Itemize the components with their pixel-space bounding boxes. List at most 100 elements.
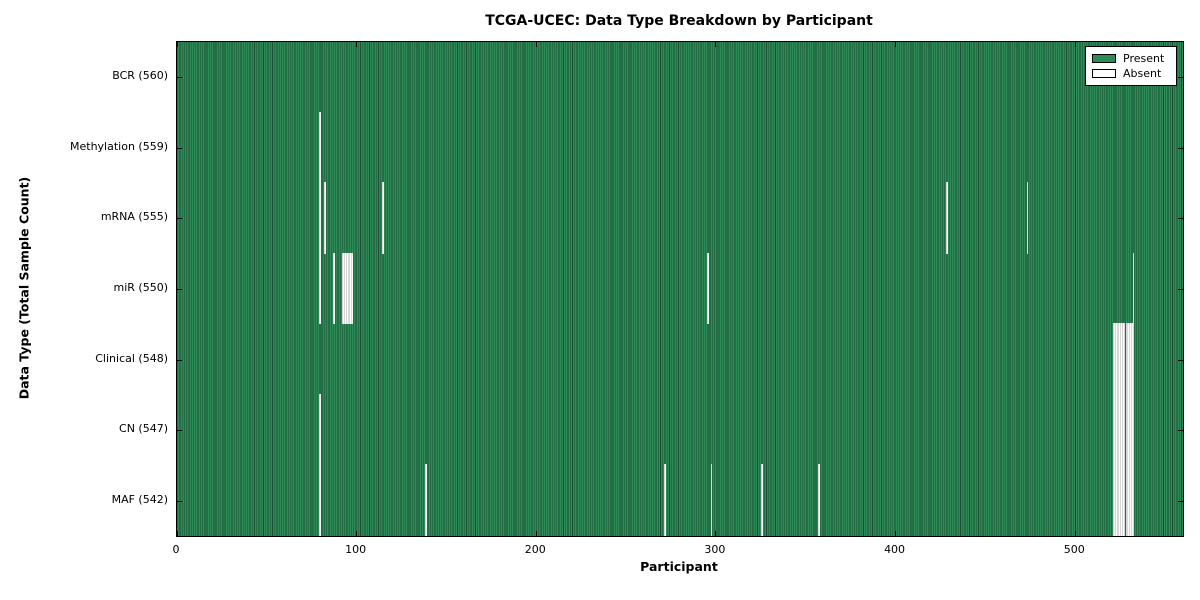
- x-tick-label: 200: [524, 543, 546, 556]
- absent-gap: [1132, 464, 1135, 537]
- absent-gap: [1125, 393, 1128, 466]
- absent-gap: [1116, 323, 1119, 395]
- absent-swatch-icon: [1092, 69, 1116, 79]
- absent-gap: [1121, 464, 1124, 537]
- absent-gap: [1132, 323, 1135, 395]
- y-tick-label: MAF (542): [111, 492, 168, 506]
- x-tick: [356, 531, 358, 536]
- x-tick: [1074, 42, 1076, 47]
- absent-gap: [1129, 323, 1131, 395]
- absent-gap: [351, 252, 354, 325]
- absent-gap: [1127, 464, 1130, 537]
- heatmap-row-clinical: [177, 323, 1183, 395]
- absent-gap: [760, 464, 763, 537]
- y-tick: [1178, 359, 1183, 361]
- absent-gap: [1112, 464, 1115, 537]
- absent-gap: [1114, 393, 1117, 466]
- y-tick: [1178, 147, 1183, 149]
- legend-entry-present: Present: [1092, 52, 1170, 65]
- absent-gap: [1121, 323, 1124, 395]
- y-tick: [177, 218, 182, 220]
- absent-gap: [324, 182, 327, 254]
- absent-gap: [1112, 323, 1115, 395]
- x-tick-label: 400: [884, 543, 906, 556]
- absent-gap: [1125, 464, 1128, 537]
- y-tick-label: CN (547): [119, 422, 168, 436]
- absent-gap: [1130, 464, 1133, 537]
- y-tick: [177, 359, 182, 361]
- absent-gap: [1132, 393, 1135, 466]
- absent-gap: [818, 464, 821, 537]
- heatmap-row-maf: [177, 464, 1183, 537]
- x-tick: [895, 531, 897, 536]
- heatmap-row-cn: [177, 393, 1183, 466]
- absent-gap: [1123, 393, 1126, 466]
- absent-gap: [1123, 323, 1126, 395]
- x-tick: [895, 42, 897, 47]
- absent-gap: [1114, 323, 1117, 395]
- heatmap-row-mir: [177, 252, 1183, 325]
- absent-gap: [1130, 323, 1133, 395]
- absent-gap: [663, 464, 666, 537]
- absent-gap: [1114, 464, 1117, 537]
- absent-gap: [381, 182, 384, 254]
- y-tick-label: Clinical (548): [95, 351, 168, 365]
- x-tick: [356, 42, 358, 47]
- heatmap-plot-area: [176, 41, 1184, 537]
- legend-label-absent: Absent: [1123, 67, 1162, 81]
- y-tick-label: miR (550): [113, 281, 169, 294]
- x-tick-label: 100: [345, 543, 367, 556]
- y-tick: [177, 500, 182, 502]
- y-tick: [1178, 77, 1183, 79]
- legend-box: Present Absent: [1085, 46, 1177, 86]
- x-tick-label: 500: [1063, 543, 1085, 556]
- legend-entry-absent: Absent: [1092, 67, 1170, 80]
- absent-gap: [1129, 464, 1131, 537]
- y-tick: [177, 289, 182, 290]
- absent-gap: [1129, 393, 1131, 466]
- y-tick: [177, 77, 182, 79]
- absent-gap: [345, 252, 348, 325]
- absent-gap: [1125, 323, 1128, 395]
- x-tick: [715, 42, 717, 47]
- x-tick: [535, 531, 537, 536]
- absent-gap: [1120, 464, 1122, 537]
- legend-label-present: Present: [1123, 51, 1165, 65]
- heatmap-row-methylation: [177, 111, 1183, 184]
- x-tick: [177, 531, 178, 536]
- chart-title: TCGA-UCEC: Data Type Breakdown by Partic…: [485, 13, 873, 29]
- absent-gap: [1026, 182, 1029, 254]
- absent-gap: [333, 252, 336, 325]
- absent-gap: [344, 252, 346, 325]
- x-tick: [715, 531, 717, 536]
- absent-gap: [1130, 393, 1133, 466]
- absent-gap: [347, 252, 350, 325]
- absent-gap: [1118, 323, 1121, 395]
- absent-gap: [342, 252, 345, 325]
- absent-gap: [1116, 393, 1119, 466]
- absent-gap: [1127, 393, 1130, 466]
- absent-gap: [318, 182, 321, 254]
- y-tick: [1178, 289, 1183, 290]
- y-tick: [1178, 218, 1183, 220]
- heatmap-row-bcr: [177, 42, 1183, 113]
- absent-gap: [706, 252, 709, 325]
- x-tick: [535, 42, 537, 47]
- absent-gap: [710, 464, 713, 537]
- absent-gap: [1120, 323, 1122, 395]
- absent-gap: [1120, 393, 1122, 466]
- y-tick: [1178, 430, 1183, 432]
- present-swatch-icon: [1092, 53, 1116, 63]
- absent-gap: [1118, 464, 1121, 537]
- absent-gap: [424, 464, 427, 537]
- absent-gap: [318, 111, 321, 184]
- x-tick-label: 0: [172, 543, 180, 556]
- absent-gap: [1123, 464, 1126, 537]
- y-tick-label: Methylation (559): [70, 139, 168, 153]
- absent-gap: [1116, 464, 1119, 537]
- y-tick-label: BCR (560): [112, 69, 168, 83]
- absent-gap: [1121, 393, 1124, 466]
- absent-gap: [1118, 393, 1121, 466]
- absent-gap: [1112, 393, 1115, 466]
